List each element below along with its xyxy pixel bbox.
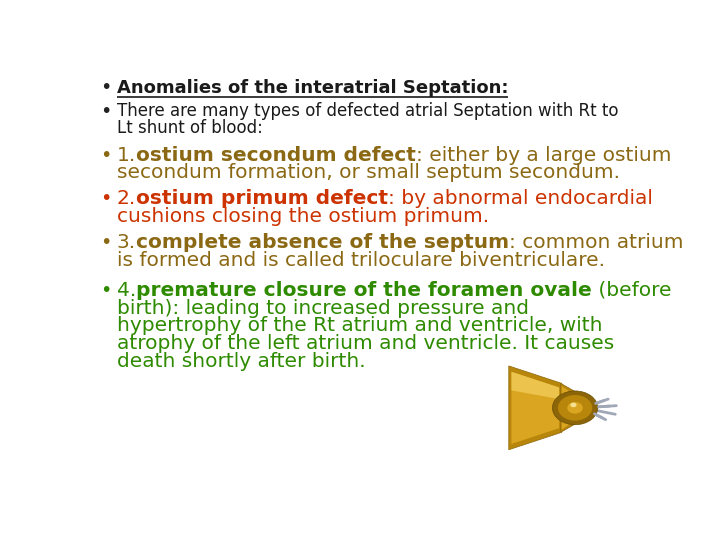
Polygon shape <box>562 386 574 429</box>
Text: 3.: 3. <box>117 233 136 252</box>
Text: •: • <box>100 145 112 165</box>
Text: : common atrium: : common atrium <box>509 233 683 252</box>
Text: •: • <box>100 281 112 300</box>
Text: •: • <box>100 189 112 208</box>
Text: ostium secondum defect: ostium secondum defect <box>136 145 416 165</box>
Text: •: • <box>100 78 112 97</box>
Text: Lt shunt of blood:: Lt shunt of blood: <box>117 119 263 137</box>
Text: 4.: 4. <box>117 281 136 300</box>
Circle shape <box>558 395 593 421</box>
Polygon shape <box>511 372 559 399</box>
Text: •: • <box>100 102 112 121</box>
Text: death shortly after birth.: death shortly after birth. <box>117 352 366 371</box>
Polygon shape <box>509 366 562 450</box>
Text: is formed and is called triloculare biventriculare.: is formed and is called triloculare bive… <box>117 251 605 270</box>
Circle shape <box>570 403 577 407</box>
Text: There are many types of defected atrial Septation with Rt to: There are many types of defected atrial … <box>117 103 618 120</box>
Text: premature closure of the foramen ovale: premature closure of the foramen ovale <box>136 281 592 300</box>
Text: 1.: 1. <box>117 145 136 165</box>
Text: hypertrophy of the Rt atrium and ventricle, with: hypertrophy of the Rt atrium and ventric… <box>117 316 603 335</box>
Text: cushions closing the ostium primum.: cushions closing the ostium primum. <box>117 207 489 226</box>
Text: atrophy of the left atrium and ventricle. It causes: atrophy of the left atrium and ventricle… <box>117 334 614 353</box>
Text: : either by a large ostium: : either by a large ostium <box>416 145 672 165</box>
Text: secondum formation, or small septum secondum.: secondum formation, or small septum seco… <box>117 164 620 183</box>
Circle shape <box>552 391 598 425</box>
Polygon shape <box>561 383 575 433</box>
Text: •: • <box>100 233 112 252</box>
Text: Anomalies of the interatrial Septation:: Anomalies of the interatrial Septation: <box>117 79 508 97</box>
Circle shape <box>567 402 583 414</box>
Text: 2.: 2. <box>117 189 136 208</box>
Polygon shape <box>511 372 559 444</box>
Text: ostium primum defect: ostium primum defect <box>136 189 388 208</box>
Text: : by abnormal endocardial: : by abnormal endocardial <box>388 189 653 208</box>
Text: birth): leading to increased pressure and: birth): leading to increased pressure an… <box>117 299 528 318</box>
Text: complete absence of the septum: complete absence of the septum <box>136 233 509 252</box>
Text: (before: (before <box>592 281 671 300</box>
